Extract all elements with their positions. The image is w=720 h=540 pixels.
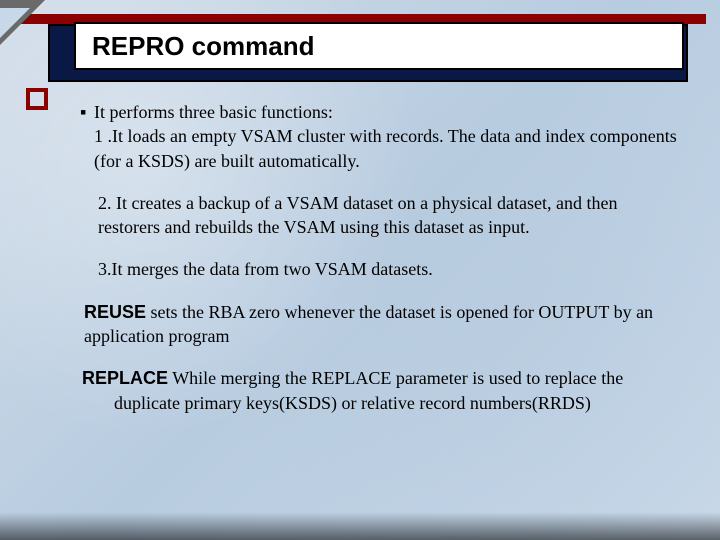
replace-para: REPLACE While merging the REPLACE parame… — [80, 366, 680, 415]
item-1: 1 .It loads an empty VSAM cluster with r… — [94, 124, 680, 173]
intro-line: It performs three basic functions: — [94, 100, 680, 124]
slide-body: ▪ It performs three basic functions: 1 .… — [80, 100, 680, 433]
reuse-text: sets the RBA zero whenever the dataset i… — [84, 302, 653, 346]
reuse-para: REUSE sets the RBA zero whenever the dat… — [80, 300, 680, 349]
bottom-shadow — [0, 512, 720, 540]
replace-text: While merging the REPLACE parameter is u… — [114, 368, 623, 412]
title-inner-box: REPRO command — [74, 22, 684, 70]
item-3: 3.It merges the data from two VSAM datas… — [80, 257, 680, 281]
bullet-square-icon: ▪ — [80, 100, 94, 173]
corner-wedge — [0, 0, 45, 45]
reuse-label: REUSE — [84, 302, 146, 322]
slide-title: REPRO command — [92, 31, 315, 62]
hollow-square-marker — [26, 88, 48, 110]
item-2: 2. It creates a backup of a VSAM dataset… — [80, 191, 680, 240]
bullet-block: ▪ It performs three basic functions: 1 .… — [80, 100, 680, 173]
replace-label: REPLACE — [82, 368, 168, 388]
title-band: REPRO command — [48, 24, 688, 82]
bullet-text-block: It performs three basic functions: 1 .It… — [94, 100, 680, 173]
